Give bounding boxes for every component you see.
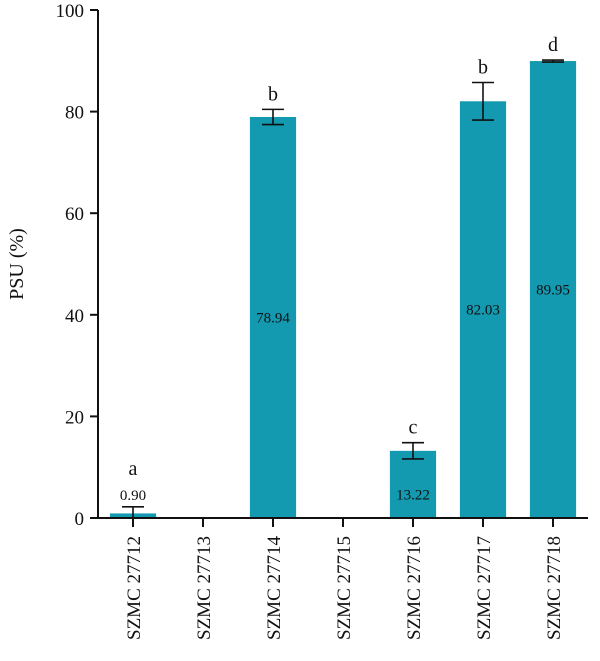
data-label: 13.22 bbox=[396, 487, 430, 503]
y-tick-label: 80 bbox=[65, 103, 84, 124]
x-axis: SZMC 27712 SZMC 27713 SZMC 27714 SZMC 27715… bbox=[98, 517, 588, 640]
x-tick-label: SZMC 27716 bbox=[404, 536, 425, 640]
y-tick-label: 100 bbox=[56, 1, 85, 22]
bar bbox=[529, 61, 577, 518]
x-tick-label: SZMC 27718 bbox=[544, 536, 565, 640]
bar bbox=[459, 101, 507, 518]
x-tick-label: SZMC 27712 bbox=[124, 536, 145, 640]
data-label: 0.90 bbox=[120, 488, 146, 504]
bar bbox=[249, 116, 297, 518]
y-tick-label: 0 bbox=[75, 509, 85, 530]
y-tick-label: 40 bbox=[65, 306, 84, 327]
y-axis: 0 20 40 60 80 100 bbox=[56, 1, 99, 530]
data-label: 89.95 bbox=[536, 283, 570, 299]
significance-letter: b bbox=[478, 56, 488, 78]
significance-letter: d bbox=[548, 34, 558, 56]
bars-group: a 0.90 b 78.94 c 13.22 b 82.03 d 89.95 bbox=[109, 34, 577, 519]
y-axis-title: PSU (%) bbox=[6, 228, 28, 300]
significance-letter: a bbox=[129, 458, 138, 480]
x-tick-label: SZMC 27717 bbox=[474, 536, 495, 640]
significance-letter: c bbox=[409, 417, 418, 439]
data-label: 82.03 bbox=[466, 303, 500, 319]
data-label: 78.94 bbox=[256, 310, 290, 326]
bar bbox=[389, 450, 437, 518]
significance-letter: b bbox=[268, 83, 278, 105]
x-tick-label: SZMC 27714 bbox=[264, 536, 285, 640]
x-tick-label: SZMC 27713 bbox=[194, 536, 215, 640]
y-tick-label: 60 bbox=[65, 204, 84, 225]
x-tick-label: SZMC 27715 bbox=[334, 536, 355, 640]
y-tick-label: 20 bbox=[65, 407, 84, 428]
